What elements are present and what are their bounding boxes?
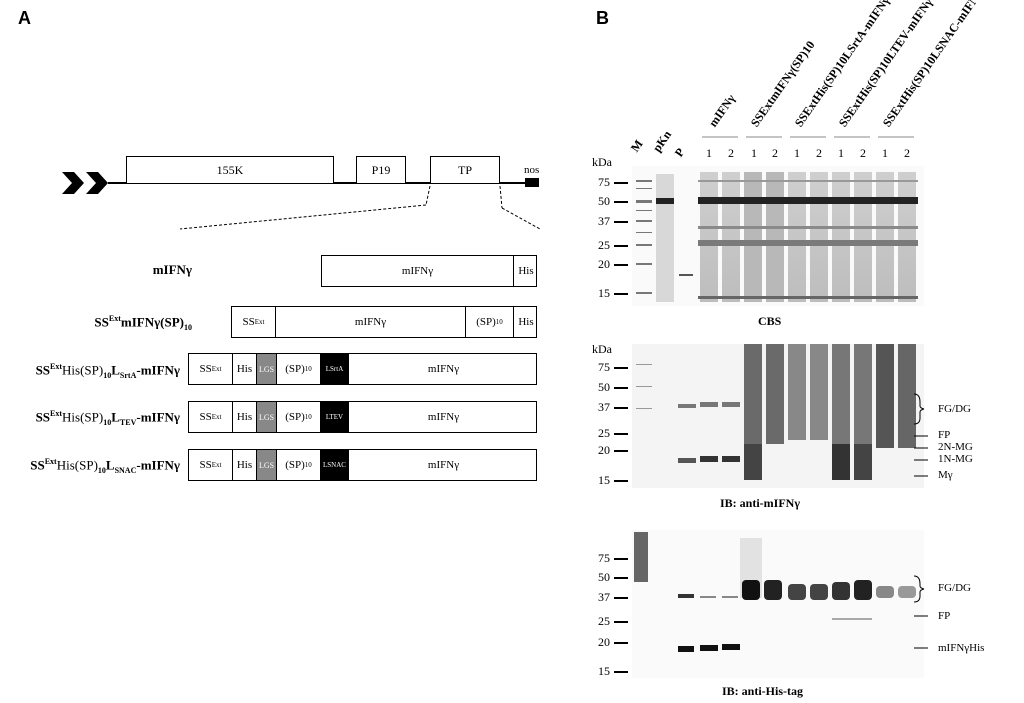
construct-map-1: mIFNγ His: [321, 255, 537, 287]
marker-37: 37: [598, 400, 610, 414]
lane-header-m: M: [627, 137, 646, 155]
lane-num: 1: [838, 146, 844, 160]
construct-name-3: SSExtHis(SP)10LSrtA-mIFNγ: [35, 362, 180, 380]
annot-1n-mg: 1N-MG: [938, 453, 973, 465]
lane-num: 1: [751, 146, 757, 160]
lane-num: 2: [772, 146, 778, 160]
promoter-arrow-icon: [62, 172, 84, 194]
construct-map-2: SS Ext mIFNγ (SP) 10 His: [231, 306, 537, 338]
group-header-1: mIFNγ: [705, 91, 738, 130]
marker-20: 20: [598, 443, 610, 457]
construct-map-4: SS Ext His LGS (SP) 10 LTEV mIFNγ: [188, 401, 537, 433]
caption-cbs: CBS: [758, 314, 782, 328]
marker-15: 15: [598, 664, 610, 678]
construct-map-3: SS Ext His LGS (SP) 10 LSrtA mIFNγ: [188, 353, 537, 385]
marker-20: 20: [598, 635, 610, 649]
nos-label: nos: [524, 164, 540, 176]
marker-75: 75: [598, 175, 610, 189]
annot-mifng-his: mIFNγHis: [938, 642, 985, 654]
gene-tp: TP: [430, 156, 500, 184]
marker-15: 15: [598, 473, 610, 487]
gene-155k: 155K: [126, 156, 334, 184]
marker-25: 25: [598, 238, 610, 252]
lane-num: 1: [794, 146, 800, 160]
marker-50: 50: [598, 570, 610, 584]
construct-name-5: SSExtHis(SP)10LSNAC-mIFNγ: [30, 457, 180, 475]
panel-b-letter: B: [596, 8, 609, 28]
group-underlines: [702, 136, 914, 138]
lane-num: 2: [816, 146, 822, 160]
lane-num: 1: [706, 146, 712, 160]
lane-num: 2: [728, 146, 734, 160]
marker-75: 75: [598, 551, 610, 565]
blot-cbs: [632, 166, 924, 306]
annot-fp-bot: FP: [938, 610, 951, 622]
panel-a-letter: A: [18, 8, 31, 28]
marker-15: 15: [598, 286, 610, 300]
construct-name-2: SSExtmIFNγ(SP)10: [94, 314, 192, 332]
kda-label-top: kDa: [592, 155, 612, 169]
lane-header-p: P: [671, 145, 688, 160]
lane-num: 1: [882, 146, 888, 160]
blot-anti-mifng: [632, 344, 924, 488]
marker-37: 37: [598, 590, 610, 604]
annot-mg: Mγ: [938, 469, 953, 481]
vector-map: 155K P19 TP nos: [60, 150, 550, 240]
marker-25: 25: [598, 426, 610, 440]
marker-20: 20: [598, 257, 610, 271]
caption-anti-mifng: IB: anti-mIFNγ: [720, 496, 800, 510]
lane-num: 2: [860, 146, 866, 160]
gene-p19: P19: [356, 156, 406, 184]
caption-anti-his: IB: anti-His-tag: [722, 684, 803, 698]
marker-50: 50: [598, 380, 610, 394]
marker-50: 50: [598, 194, 610, 208]
marker-75: 75: [598, 360, 610, 374]
construct-name-4: SSExtHis(SP)10LTEV-mIFNγ: [35, 409, 180, 427]
blot-anti-his: [632, 530, 924, 678]
kda-label-mid: kDa: [592, 342, 612, 356]
construct-name-1: mIFNγ: [152, 262, 192, 277]
marker-37: 37: [598, 214, 610, 228]
promoter-arrow-icon: [86, 172, 108, 194]
group-header-5: SSExtHis(SP)10LSNAC-mIFNγ: [879, 0, 986, 130]
annot-fgdg-mid: FG/DG: [938, 403, 972, 415]
marker-25: 25: [598, 614, 610, 628]
annot-fp-mid: FP: [938, 429, 951, 441]
lane-num: 2: [904, 146, 910, 160]
annot-2n-mg: 2N-MG: [938, 441, 973, 453]
annot-fgdg-bot: FG/DG: [938, 582, 972, 594]
construct-map-5: SS Ext His LGS (SP) 10 LSNAC mIFNγ: [188, 449, 537, 481]
